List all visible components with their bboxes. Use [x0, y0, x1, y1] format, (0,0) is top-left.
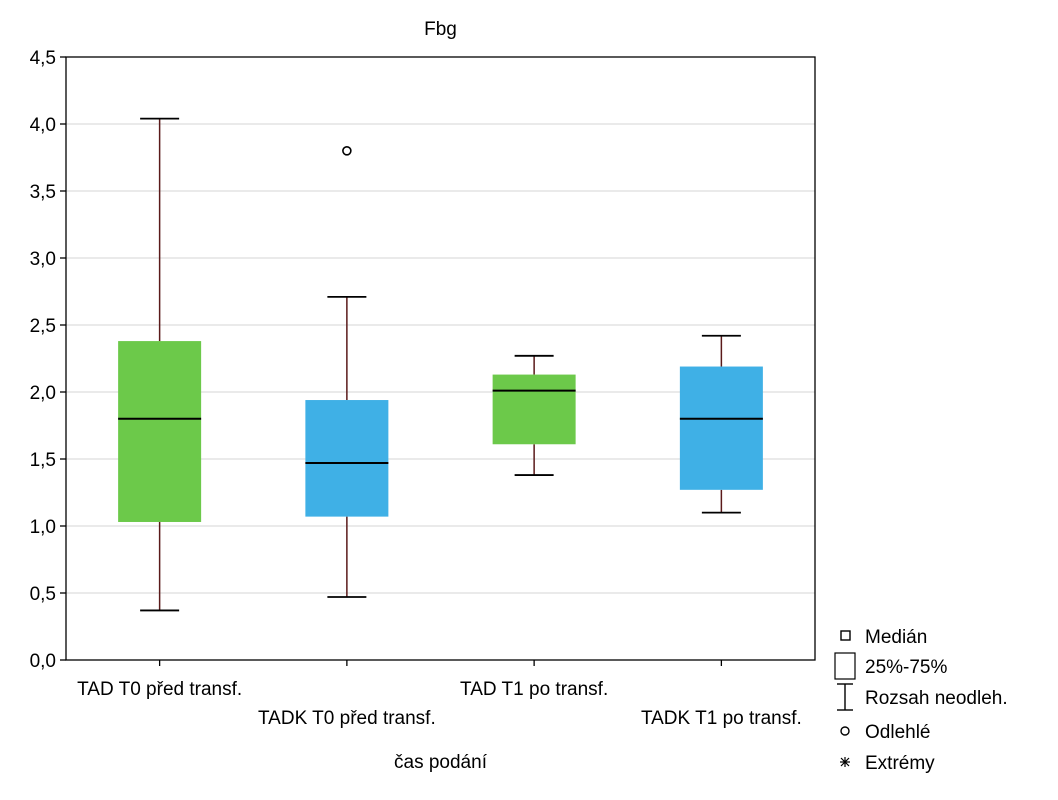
y-tick-label: 1,0: [30, 517, 56, 538]
legend-label: 25%-75%: [865, 657, 947, 678]
y-tick-label: 4,5: [30, 48, 56, 69]
x-axis-label: čas podání: [394, 752, 488, 773]
iqr-box: [492, 374, 576, 445]
legend-box-icon: [834, 652, 856, 680]
outlier-point: [342, 146, 352, 156]
legend: Medián 25%-75% Rozsah neodleh. Odlehlé Extré…: [834, 627, 1008, 774]
box-group: [679, 334, 763, 514]
legend-label: Medián: [865, 627, 927, 648]
y-tick-label: 2,5: [30, 316, 56, 337]
legend-whisker-icon: [837, 683, 853, 711]
y-tick-label: 0,5: [30, 584, 56, 605]
y-tick-label: 1,5: [30, 450, 56, 471]
x-axis-ticks: TAD T0 před transf. TADK T0 před transf. T…: [77, 660, 802, 729]
box-group: [305, 146, 389, 598]
legend-outlier-icon: [840, 726, 850, 736]
y-tick-label: 3,5: [30, 182, 56, 203]
iqr-box: [118, 341, 202, 522]
box-group: [492, 354, 576, 476]
x-tick-label: TAD T1 po transf.: [460, 679, 608, 700]
chart-title: Fbg: [424, 19, 457, 40]
y-tick-label: 0,0: [30, 651, 56, 672]
legend-label: Odlehlé: [865, 722, 931, 743]
legend-extreme-icon: [840, 757, 850, 767]
x-tick-label: TADK T0 před transf.: [258, 708, 436, 729]
y-axis-ticks: 0,0 0,5 1,0 1,5 2,0 2,5 3,0 3,5 4,0 4,5: [30, 48, 66, 672]
x-tick-label: TADK T1 po transf.: [641, 708, 802, 729]
x-tick-label: TAD T0 před transf.: [77, 679, 242, 700]
box-group: [118, 117, 202, 612]
legend-label: Rozsah neodleh.: [865, 688, 1008, 709]
y-tick-label: 4,0: [30, 115, 56, 136]
y-tick-label: 3,0: [30, 249, 56, 270]
legend-label: Extrémy: [865, 753, 935, 774]
iqr-box: [305, 400, 389, 517]
legend-star-stroke: [840, 757, 850, 767]
y-tick-label: 2,0: [30, 383, 56, 404]
iqr-box: [679, 366, 763, 490]
legend-median-icon: [840, 630, 851, 641]
plot-frame: [65, 56, 816, 661]
